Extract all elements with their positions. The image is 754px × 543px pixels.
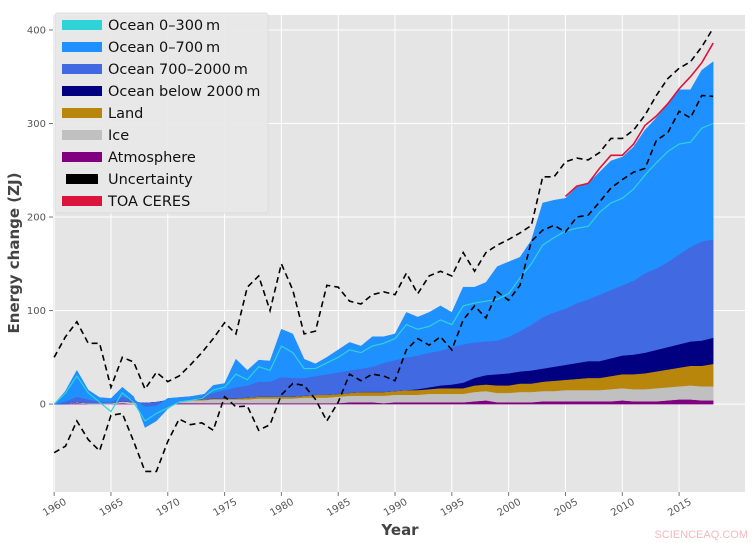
legend-swatch bbox=[62, 108, 102, 118]
x-tick-label: 1975 bbox=[212, 497, 240, 519]
legend-label: Ocean below 2000 m bbox=[108, 84, 260, 100]
legend-swatch bbox=[62, 42, 102, 52]
x-tick-label: 1970 bbox=[155, 497, 183, 519]
legend-swatch bbox=[62, 86, 102, 96]
legend: Ocean 0–300 m Ocean 0–700 m Ocean 700–2000… bbox=[54, 12, 269, 214]
line-ocean-0-300 bbox=[53, 122, 714, 422]
legend-label: Ocean 700–2000 m bbox=[108, 62, 248, 78]
x-tick-label: 1985 bbox=[325, 497, 353, 519]
y-tick-label: 100 bbox=[27, 306, 46, 317]
legend-label: Ocean 0–700 m bbox=[108, 40, 220, 56]
x-tick-label: 1995 bbox=[439, 497, 467, 519]
area-ocean-0-700 bbox=[53, 61, 714, 428]
legend-label: Land bbox=[108, 106, 143, 122]
x-tick-label: 1990 bbox=[382, 497, 410, 519]
legend-swatch bbox=[62, 64, 102, 74]
legend-label: Uncertainty bbox=[108, 172, 193, 188]
x-axis-label: Year bbox=[380, 521, 419, 539]
x-tick-label: 2010 bbox=[609, 497, 637, 519]
legend-swatch bbox=[66, 174, 98, 184]
stacked-areas bbox=[53, 61, 714, 428]
x-tick-label: 2000 bbox=[496, 497, 524, 519]
y-tick-label: 200 bbox=[27, 213, 46, 224]
line-uncertainty-upper bbox=[53, 27, 714, 391]
legend-swatch bbox=[62, 152, 102, 162]
lines bbox=[53, 27, 714, 473]
line-uncertainty-lower bbox=[53, 94, 714, 473]
line-toa-ceres bbox=[564, 42, 714, 198]
legend-swatch bbox=[62, 20, 102, 30]
legend-swatch bbox=[62, 196, 102, 206]
x-tick-label: 1960 bbox=[41, 497, 69, 519]
y-tick-label: 400 bbox=[27, 25, 46, 36]
x-tick-label: 1980 bbox=[268, 497, 296, 519]
x-tick-label: 1965 bbox=[98, 497, 126, 519]
y-tick-label: 300 bbox=[27, 119, 46, 130]
x-tick-label: 2015 bbox=[666, 497, 694, 519]
legend-label: Atmosphere bbox=[108, 150, 196, 166]
x-tick-label: 2005 bbox=[552, 497, 580, 519]
legend-label: Ocean 0–300 m bbox=[108, 18, 220, 34]
legend-label: Ice bbox=[108, 128, 129, 144]
y-axis-label: Energy change (ZJ) bbox=[5, 173, 23, 334]
legend-swatch bbox=[62, 130, 102, 140]
legend-box bbox=[54, 12, 269, 214]
y-tick-label: 0 bbox=[40, 400, 46, 411]
legend-label: TOA CERES bbox=[107, 194, 190, 210]
watermark: SCIENCEAQ.COM bbox=[654, 529, 748, 541]
